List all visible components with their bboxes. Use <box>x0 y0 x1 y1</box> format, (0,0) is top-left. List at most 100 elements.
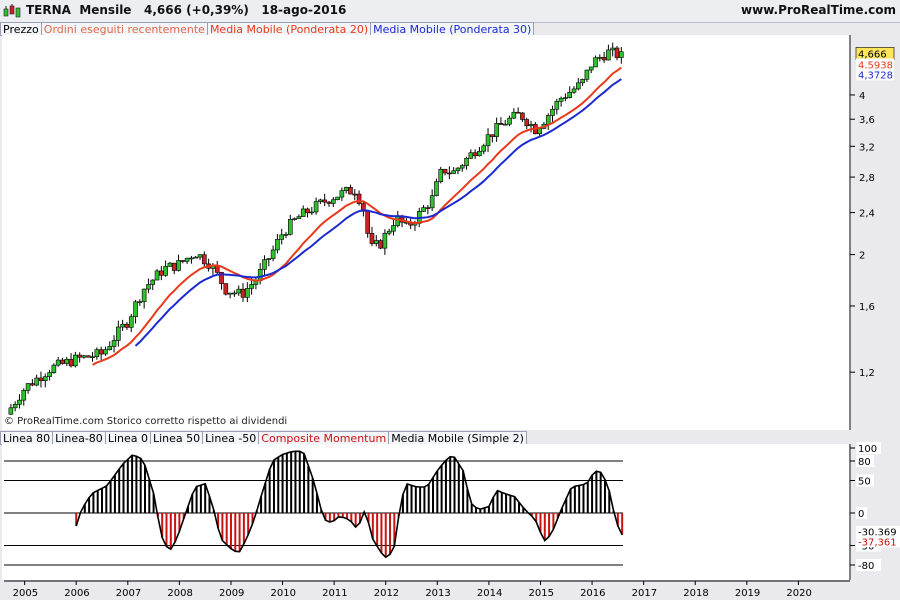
candle-up <box>232 292 237 295</box>
candle-up <box>245 288 250 298</box>
candle-up <box>576 82 581 90</box>
candle-up <box>8 407 14 415</box>
candle-down <box>447 172 452 175</box>
candle-up <box>287 219 293 235</box>
candle-up <box>593 57 598 68</box>
candle-up <box>64 359 70 364</box>
candle-up <box>249 284 254 289</box>
candle-up <box>451 170 456 174</box>
candle-up <box>300 208 306 217</box>
candle-up <box>107 346 113 350</box>
wma30-last-label: 4,3728 <box>858 70 893 81</box>
legend-line-50[interactable]: Linea 50 <box>150 431 204 445</box>
x-tick-label: 2011 <box>322 588 347 599</box>
candle-up <box>94 349 100 358</box>
candle-up <box>502 123 508 126</box>
x-tick-label: 2016 <box>580 588 605 599</box>
candle-up <box>25 383 31 391</box>
candle-up <box>571 88 577 93</box>
candle-down <box>614 47 620 58</box>
m-y-tick-label: 0 <box>858 509 864 520</box>
candle-up <box>154 270 160 281</box>
legend-line-0[interactable]: Linea 0 <box>105 431 151 445</box>
candle-up <box>468 152 474 159</box>
candle-up <box>137 301 143 303</box>
candle-down <box>124 323 130 328</box>
candle-up <box>429 195 435 209</box>
candle-up <box>275 239 280 251</box>
candle-up <box>103 349 108 355</box>
x-tick-label: 2007 <box>116 588 141 599</box>
candle-up <box>434 181 439 197</box>
wma30-last-label-box <box>856 68 894 81</box>
m-y-tick-bg <box>856 559 881 571</box>
candle-up <box>455 167 461 172</box>
candle-up <box>459 165 465 169</box>
candle-down <box>520 112 525 120</box>
candle-down <box>348 187 353 195</box>
candle-down <box>322 199 327 203</box>
timeframe-label: Mensile <box>79 3 132 17</box>
candle-up <box>330 199 336 204</box>
x-tick-label: 2008 <box>167 588 192 599</box>
candle-down <box>202 254 207 265</box>
candle-up <box>90 356 95 359</box>
candle-up <box>128 316 134 328</box>
m-y-tick-label: 50 <box>858 477 871 488</box>
x-tick-label: 2013 <box>425 588 450 599</box>
price-change: (+0,39%) <box>186 3 249 17</box>
legend-line-minus-80[interactable]: Linea-80 <box>53 431 106 445</box>
candle-up <box>511 111 517 119</box>
candle-up <box>545 115 551 125</box>
candle-up <box>146 284 151 290</box>
wma20-last-label-box <box>856 58 894 71</box>
candle-up <box>619 51 624 58</box>
candle-down <box>326 201 332 204</box>
candle-up <box>167 262 173 267</box>
site-url[interactable]: www.ProRealTime.com <box>741 3 896 17</box>
candle-up <box>584 69 590 80</box>
last-price: 4,666 <box>144 3 182 17</box>
candle-up <box>141 288 147 302</box>
candle-up <box>176 260 181 271</box>
candle-down <box>98 349 104 355</box>
candle-up <box>554 100 560 110</box>
sma2-line <box>75 450 623 559</box>
candle-up <box>266 258 272 260</box>
candle-up <box>550 108 555 116</box>
y-tick-label: 2,8 <box>859 173 875 184</box>
candle-up <box>111 340 117 347</box>
candle-up <box>133 301 138 318</box>
candle-down <box>378 240 383 249</box>
candle-up <box>292 218 297 220</box>
momentum-plot-area[interactable] <box>2 444 851 580</box>
y-tick-label: 3,6 <box>859 115 875 126</box>
quote-date: 18-ago-2016 <box>261 3 347 17</box>
price-plot-area[interactable] <box>2 35 851 430</box>
dividend-footnote: © ProRealTime.com Storico corretto rispe… <box>4 416 288 427</box>
m-y-tick-label: -80 <box>858 561 874 572</box>
candle-up <box>17 399 22 405</box>
candle-up <box>120 323 125 328</box>
candle-down <box>60 359 65 364</box>
candle-up <box>373 240 379 244</box>
y-tick-label: 1,6 <box>859 302 875 313</box>
candle-down <box>524 119 530 127</box>
candle-up <box>481 145 487 152</box>
candle-up <box>262 259 267 270</box>
candle-up <box>279 234 285 240</box>
m-y-tick-bg <box>856 507 867 519</box>
candle-up <box>580 78 585 84</box>
candle-up <box>494 123 499 137</box>
candle-up <box>21 389 27 401</box>
candle-down <box>442 168 448 174</box>
candle-up <box>421 207 426 212</box>
legend-line-80[interactable]: Linea 80 <box>0 431 54 445</box>
candle-down <box>472 152 478 157</box>
candle-up <box>391 225 396 232</box>
candle-down <box>425 207 431 209</box>
candle-up <box>464 157 469 166</box>
candle-down <box>356 193 362 204</box>
sma2-last-label: -30,369 <box>858 528 897 539</box>
x-tick-label: 2006 <box>64 588 89 599</box>
